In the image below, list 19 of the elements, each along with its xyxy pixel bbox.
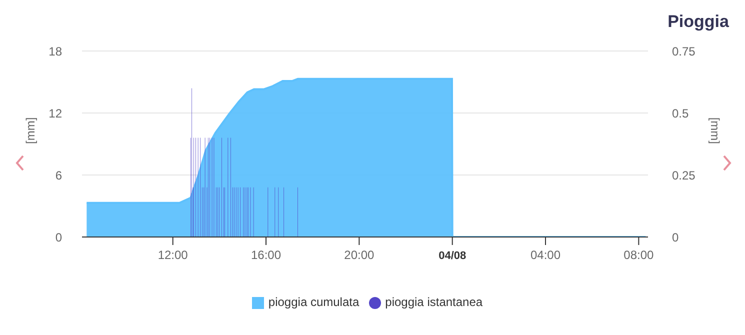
y2-tick-label: 0 [672,230,679,244]
y-tick-label: 6 [55,168,62,182]
y-tick-label: 0 [55,230,62,244]
y-tick-label: 12 [48,106,62,120]
x-tick-label: 20:00 [344,248,375,262]
x-tick-label: 16:00 [250,248,282,262]
legend-label: pioggia istantanea [385,295,483,309]
y-axis-title: [mm] [23,117,38,144]
y2-tick-label: 0.25 [672,168,696,182]
text: Pioggia [668,12,729,32]
y-tick-label: 18 [48,44,62,58]
x-tick-label: 04:00 [530,248,561,262]
x-tick-label: 08:00 [624,248,654,262]
y2-axis-title: [mm] [708,117,722,144]
legend-label: pioggia cumulata [268,295,360,309]
y2-tick-label: 0.75 [672,44,696,58]
x-tick-label: 04/08 [438,250,466,262]
y2-tick-label: 0.5 [672,106,690,120]
x-tick-label: 12:00 [158,248,188,262]
